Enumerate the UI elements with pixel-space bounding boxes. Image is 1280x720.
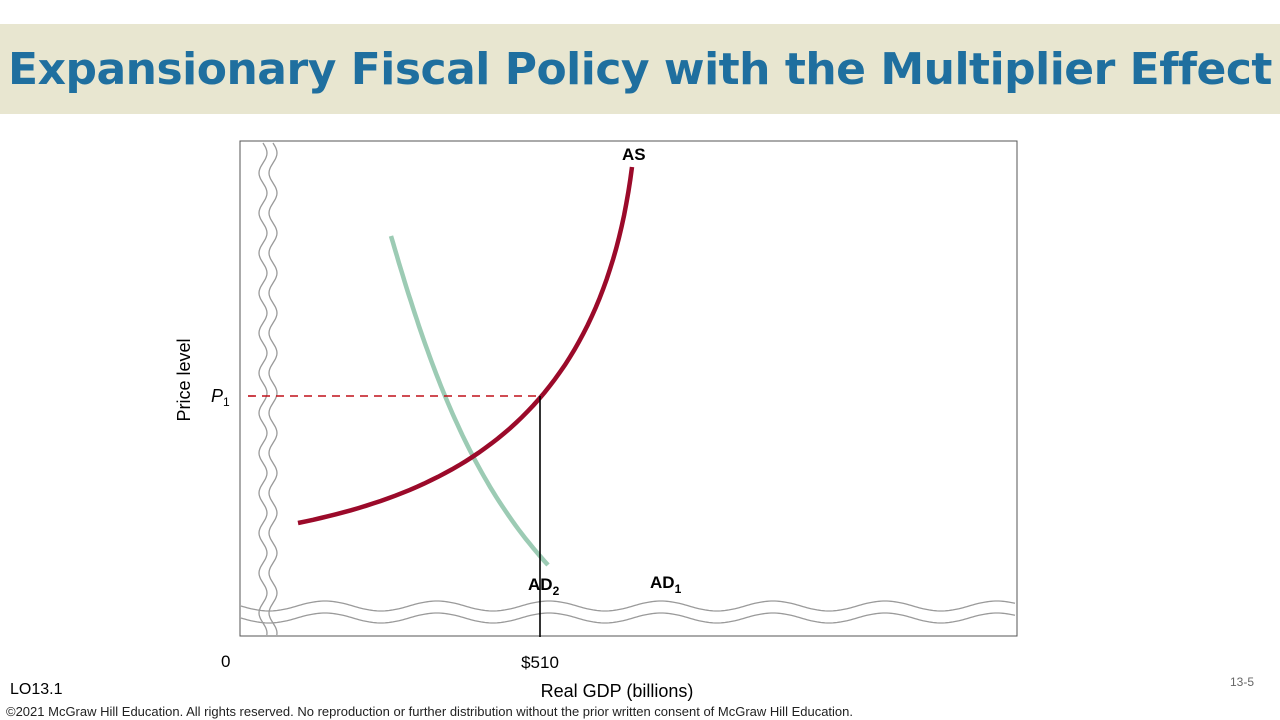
y-axis-label: Price level (174, 338, 194, 421)
ad2-label: AD2 (528, 575, 560, 598)
ad1-label-main: AD (650, 573, 675, 592)
plot-frame (239, 140, 1018, 637)
title-bar: Expansionary Fiscal Policy with the Mult… (0, 24, 1280, 114)
x-origin-label: 0 (221, 652, 230, 671)
axis-break-horizontal (240, 600, 1016, 624)
as-curve (297, 166, 635, 526)
ad2-curve (388, 235, 550, 567)
ad1-label: AD1 (650, 573, 682, 596)
y-tick-p1-sub: 1 (223, 395, 230, 409)
y-tick-p1: P1 (211, 386, 230, 409)
learning-objective: LO13.1 (10, 681, 63, 698)
ad2-label-main: AD (528, 575, 553, 594)
ad2-label-sub: 2 (553, 584, 560, 598)
slide-title: Expansionary Fiscal Policy with the Mult… (8, 43, 1272, 95)
y-tick-p1-main: P (211, 386, 223, 406)
page-number: 13-5 (1230, 675, 1255, 689)
axis-break-vertical (258, 142, 278, 636)
as-label: AS (622, 145, 646, 164)
x-axis-label: Real GDP (billions) (541, 681, 694, 701)
ad1-label-sub: 1 (675, 582, 682, 596)
x-tick-510: $510 (521, 653, 559, 672)
copyright-notice: ©2021 McGraw Hill Education. All rights … (6, 704, 854, 719)
